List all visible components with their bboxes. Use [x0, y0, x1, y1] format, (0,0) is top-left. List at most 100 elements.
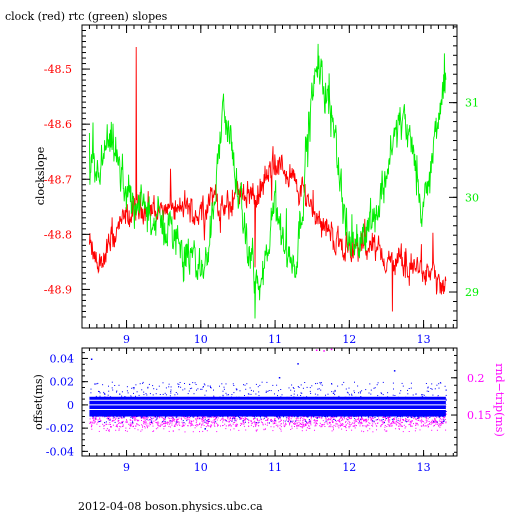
scatter-point	[280, 398, 282, 400]
scatter-point	[214, 419, 216, 420]
scatter-point	[107, 415, 109, 417]
scatter-point	[98, 400, 100, 402]
scatter-point	[385, 417, 387, 419]
scatter-point	[340, 398, 342, 400]
scatter-point	[350, 416, 352, 418]
scatter-point	[301, 426, 303, 428]
scatter-point	[105, 407, 107, 409]
scatter-point	[222, 419, 224, 421]
scatter-point	[351, 429, 353, 431]
scatter-point	[262, 407, 264, 409]
scatter-point	[422, 412, 424, 414]
scatter-point	[249, 400, 251, 402]
scatter-point	[351, 417, 352, 419]
scatter-point	[130, 419, 131, 421]
scatter-point	[378, 405, 380, 407]
scatter-point	[436, 411, 438, 413]
scatter-point	[438, 420, 440, 422]
scatter-point	[401, 403, 403, 405]
scatter-point	[421, 394, 422, 396]
scatter-point	[354, 427, 356, 429]
scatter-point	[368, 424, 370, 426]
scatter-point	[377, 395, 379, 397]
scatter-point	[216, 431, 218, 433]
scatter-point	[385, 414, 387, 415]
scatter-point	[318, 388, 320, 390]
scatter-point	[133, 392, 134, 394]
scatter-point	[240, 417, 242, 419]
scatter-point	[438, 410, 440, 412]
scatter-point	[179, 405, 181, 407]
scatter-point	[152, 385, 154, 387]
scatter-point	[341, 416, 343, 418]
scatter-point	[182, 422, 184, 424]
scatter-point	[112, 408, 114, 410]
scatter-point	[434, 407, 436, 409]
scatter-point	[335, 409, 337, 411]
scatter-point	[217, 397, 219, 399]
scatter-point	[253, 426, 255, 428]
scatter-point	[292, 387, 294, 388]
scatter-point	[274, 416, 276, 418]
scatter-point	[156, 388, 158, 390]
scatter-point	[146, 398, 148, 400]
scatter-point	[158, 422, 160, 424]
scatter-point	[125, 401, 127, 403]
scatter-point	[114, 401, 116, 403]
scatter-point	[132, 398, 134, 400]
scatter-point	[293, 398, 295, 400]
scatter-point	[182, 420, 184, 422]
scatter-point	[90, 403, 92, 405]
scatter-point	[270, 420, 272, 422]
scatter-point	[151, 422, 153, 423]
scatter-point	[385, 418, 387, 420]
scatter-point	[188, 419, 190, 421]
scatter-point	[315, 398, 317, 400]
scatter-point	[305, 429, 307, 431]
scatter-point	[302, 416, 304, 418]
scatter-point	[183, 398, 185, 400]
scatter-point	[100, 401, 102, 403]
scatter-point	[266, 405, 268, 406]
scatter-point	[381, 424, 382, 426]
scatter-point	[406, 418, 408, 420]
scatter-point	[246, 411, 247, 412]
scatter-point	[132, 408, 134, 409]
scatter-point	[253, 410, 255, 412]
scatter-point	[350, 406, 352, 408]
scatter-point	[261, 421, 262, 423]
scatter-point	[134, 428, 136, 430]
y-tick-label: -48.5	[44, 63, 72, 76]
scatter-point	[275, 422, 277, 424]
scatter-point	[227, 414, 229, 416]
scatter-point	[120, 410, 122, 412]
scatter-point	[106, 417, 108, 419]
scatter-point	[339, 415, 341, 417]
scatter-point	[112, 418, 114, 420]
scatter-point	[404, 427, 406, 429]
scatter-point	[307, 412, 309, 414]
scatter-point	[440, 411, 442, 413]
scatter-point	[315, 411, 317, 413]
scatter-point	[200, 402, 202, 404]
scatter-point	[178, 417, 180, 419]
scatter-point	[92, 422, 94, 424]
scatter-point	[330, 405, 332, 407]
scatter-point	[127, 403, 129, 405]
scatter-point	[113, 414, 115, 416]
scatter-point	[261, 410, 263, 411]
scatter-point	[165, 410, 167, 411]
scatter-point	[259, 419, 261, 421]
scatter-point	[272, 411, 274, 413]
scatter-point	[181, 425, 183, 427]
scatter-point	[369, 422, 371, 424]
scatter-point	[274, 393, 275, 395]
scatter-point	[170, 389, 172, 391]
scatter-point	[135, 413, 137, 415]
scatter-point	[134, 397, 136, 399]
scatter-point	[353, 422, 355, 424]
scatter-point	[344, 415, 346, 417]
scatter-point	[304, 415, 306, 417]
scatter-point	[279, 416, 281, 418]
scatter-point	[157, 406, 159, 408]
